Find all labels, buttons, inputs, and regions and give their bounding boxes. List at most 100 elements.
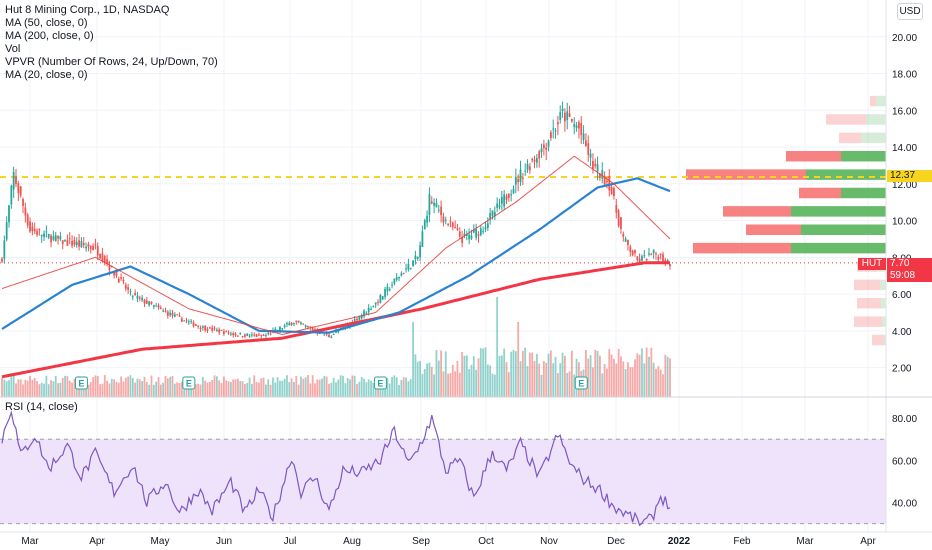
volume-bar (190, 383, 193, 397)
candle-body (484, 227, 487, 230)
rsi-line (1, 410, 671, 527)
candle-body (568, 113, 571, 117)
volume-bar (225, 380, 228, 397)
volume-bar (10, 375, 13, 397)
volume-bar (549, 350, 552, 397)
x-tick-label: Apr (89, 536, 105, 547)
volume-bar (451, 364, 454, 397)
candle-body (587, 143, 590, 155)
volume-bar (652, 362, 655, 397)
candle-body (211, 327, 214, 331)
volume-bar (568, 371, 571, 397)
earnings-marker[interactable]: E (182, 376, 196, 390)
candle-body (206, 329, 209, 331)
earnings-marker[interactable]: E (574, 376, 588, 390)
volume-bar (344, 383, 347, 397)
volume-bar (332, 377, 335, 397)
candle-body (356, 318, 358, 321)
volume-bar (624, 369, 627, 397)
volume-bar (648, 356, 650, 397)
volume-bar (458, 372, 461, 397)
volume-bar (180, 381, 183, 397)
volume-bar (629, 367, 632, 397)
countdown-tag: 59:08 (887, 270, 932, 282)
candle-body (127, 287, 130, 290)
volume-bar (176, 382, 179, 397)
candle-body (519, 169, 522, 183)
volume-bar (645, 347, 648, 397)
candle-body (596, 164, 599, 172)
ma20-line (1, 155, 671, 335)
volume-bar (136, 378, 139, 397)
candle-body (599, 173, 601, 178)
indicator-vol-label[interactable]: Vol (5, 43, 21, 55)
volume-bar (110, 378, 113, 397)
candle-body (398, 276, 400, 279)
volume-bar (54, 375, 57, 397)
candle-body (178, 315, 181, 317)
ma200-line (1, 261, 670, 379)
candle-body (556, 122, 559, 125)
candle-body (582, 133, 585, 141)
candle-body (164, 310, 167, 312)
candle-body (571, 118, 573, 122)
candle-body (381, 296, 384, 300)
candle-body (580, 122, 583, 135)
candle-body (73, 240, 76, 245)
candle-body (120, 277, 123, 279)
earnings-marker[interactable]: E (373, 376, 387, 390)
volume-bar (229, 382, 232, 397)
volume-bar (265, 384, 267, 397)
candle-body (33, 228, 36, 232)
volume-bar (454, 371, 457, 397)
volume-bar (283, 378, 286, 397)
volume-profile-up-bar (791, 206, 886, 217)
currency-button[interactable]: USD (897, 3, 923, 20)
candle-body (194, 324, 197, 326)
candle-body (75, 241, 78, 246)
volume-bar (31, 379, 34, 397)
volume-bar (316, 379, 319, 397)
volume-bar (606, 368, 608, 397)
volume-bar (38, 384, 41, 397)
horizontal-line[interactable] (0, 175, 886, 264)
volume-bar (486, 364, 489, 397)
volume-bar (325, 376, 328, 397)
volume-bar (307, 375, 309, 397)
candle-body (627, 240, 629, 246)
candle-body (52, 236, 55, 240)
volume-bar (662, 374, 664, 397)
rsi-tick-label: 80.00 (892, 414, 917, 425)
y-tick-label: 2.00 (892, 364, 912, 375)
candle-body (15, 176, 17, 185)
candle-body (290, 322, 293, 326)
candle-body (428, 194, 431, 216)
indicator-ma50-label[interactable]: MA (50, close, 0) (5, 17, 88, 29)
indicator-vpvr-label[interactable]: VPVR (Number Of Rows, 24, Up/Down, 70) (5, 56, 218, 68)
candle-body (302, 323, 305, 325)
earnings-marker[interactable]: E (74, 376, 88, 390)
volume-bar (592, 367, 594, 397)
candle-body (367, 307, 370, 313)
candle-body (405, 268, 407, 270)
volume-profile-up-bar (841, 150, 886, 162)
candle-body (377, 302, 379, 304)
rsi-title[interactable]: RSI (14, close) (5, 401, 78, 413)
candle-body (409, 268, 412, 270)
indicator-ma20-label[interactable]: MA (20, close, 0) (5, 69, 88, 81)
chart-title[interactable]: Hut 8 Mining Corp., 1D, NASDAQ (5, 4, 170, 16)
volume-bar (122, 381, 125, 397)
volume-bar (166, 378, 169, 397)
candle-body (218, 329, 221, 333)
rsi-tick-label: 60.00 (892, 456, 917, 467)
volume-bar (215, 376, 218, 397)
volume-bar (339, 375, 342, 397)
candle-body (85, 246, 87, 249)
candle-body (636, 256, 639, 260)
volume-bar (26, 380, 29, 397)
last-price-tag: 7.70 (887, 258, 932, 270)
volume-bar (610, 354, 613, 397)
indicator-ma200-label[interactable]: MA (200, close, 0) (5, 30, 94, 42)
